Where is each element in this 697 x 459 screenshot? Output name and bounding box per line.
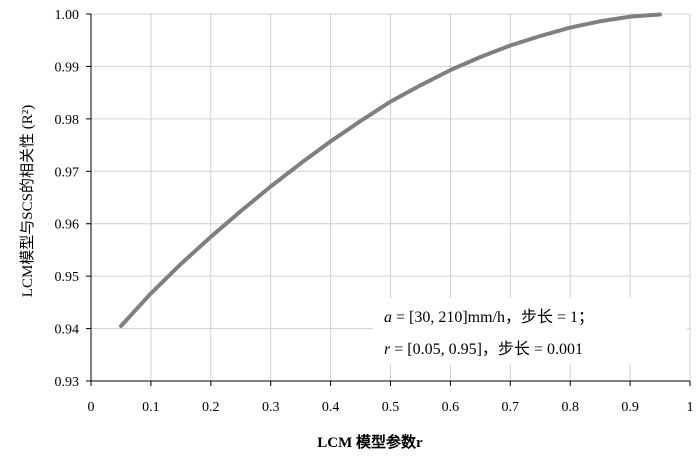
annotation-box: a = [30, 210]mm/h，步长 = 1； r = [0.05, 0.9… <box>373 298 687 364</box>
x-tick-label: 0.6 <box>442 400 460 415</box>
x-tick-label: 0.7 <box>502 400 520 415</box>
y-tick-label: 0.97 <box>55 165 80 180</box>
x-tick-label: 0 <box>88 400 95 415</box>
annotation-var-a: a <box>384 309 392 326</box>
x-tick-label: 0.3 <box>262 400 280 415</box>
x-tick-label: 0.8 <box>561 400 579 415</box>
y-tick-label: 0.96 <box>55 218 80 233</box>
y-tick-label: 0.99 <box>55 60 80 75</box>
y-tick-label: 1.00 <box>55 8 80 23</box>
annotation-text-2: = [0.05, 0.95]，步长 = 0.001 <box>390 340 583 358</box>
annotation-text-1: = [30, 210]mm/h，步长 = 1； <box>392 308 594 326</box>
x-axis-title: LCM 模型参数r <box>317 433 423 451</box>
x-tick-label: 0.9 <box>621 400 639 415</box>
y-tick-label: 0.95 <box>55 270 80 285</box>
x-tick-label: 0.2 <box>202 400 220 415</box>
x-tick-label: 0.1 <box>142 400 160 415</box>
annotation-var-r: r <box>384 341 391 358</box>
y-axis-title: LCM模型与SCS的相关性 (R²) <box>19 105 36 297</box>
x-tick-label: 1 <box>687 400 694 415</box>
x-tick-label: 0.4 <box>322 400 340 415</box>
annotation-background <box>373 298 687 364</box>
x-tick-label: 0.5 <box>382 400 400 415</box>
annotation-line-2: r = [0.05, 0.95]，步长 = 0.001 <box>384 340 583 358</box>
series-layer <box>119 12 662 328</box>
annotation-line-1: a = [30, 210]mm/h，步长 = 1； <box>384 308 594 326</box>
y-tick-label: 0.98 <box>55 113 80 128</box>
y-tick-label: 0.93 <box>55 375 80 390</box>
y-tick-label: 0.94 <box>55 323 80 338</box>
axes: 0 0.1 0.2 0.3 0.4 0.5 0.6 0.7 0.8 0.9 1 0.93 0.94 0.9… <box>55 8 694 415</box>
